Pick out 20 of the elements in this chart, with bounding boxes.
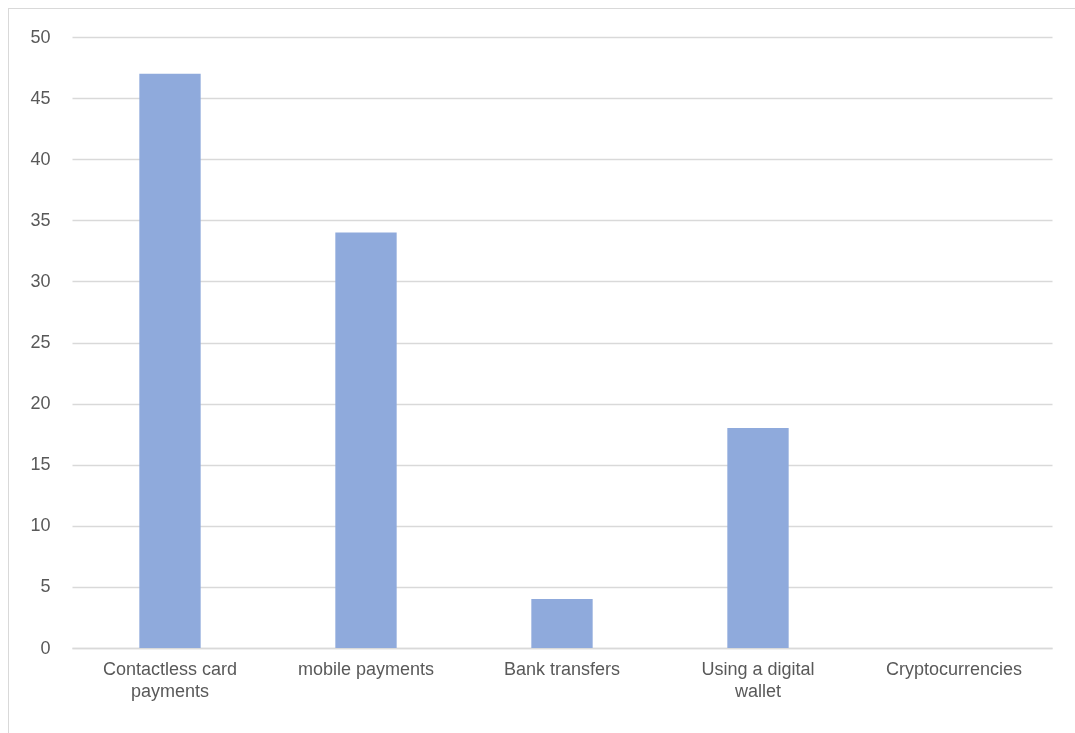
y-tick-label: 50	[30, 26, 51, 47]
y-tick-label: 0	[40, 637, 51, 658]
y-tick-label: 25	[30, 332, 51, 352]
y-tick-label: 20	[30, 393, 51, 414]
x-tick-label: Contactless card payments	[102, 658, 238, 701]
bar	[727, 428, 789, 648]
x-tick-label: mobile payments	[297, 658, 435, 679]
y-tick-label: 40	[30, 148, 51, 169]
x-tick-label: Using a digital wallet	[701, 658, 815, 701]
y-tick-label: 30	[30, 270, 51, 291]
bar	[139, 73, 201, 648]
y-tick-label: 15	[30, 454, 51, 475]
x-tick-label: Cryptocurrencies	[885, 658, 1023, 679]
x-tick-label: Bank transfers	[503, 658, 621, 679]
y-tick-label: 35	[30, 209, 51, 230]
y-tick-label: 10	[30, 515, 51, 536]
y-tick-label: 45	[30, 87, 51, 108]
y-tick-label: 5	[40, 576, 51, 597]
bar	[531, 599, 593, 648]
bar	[335, 232, 397, 648]
